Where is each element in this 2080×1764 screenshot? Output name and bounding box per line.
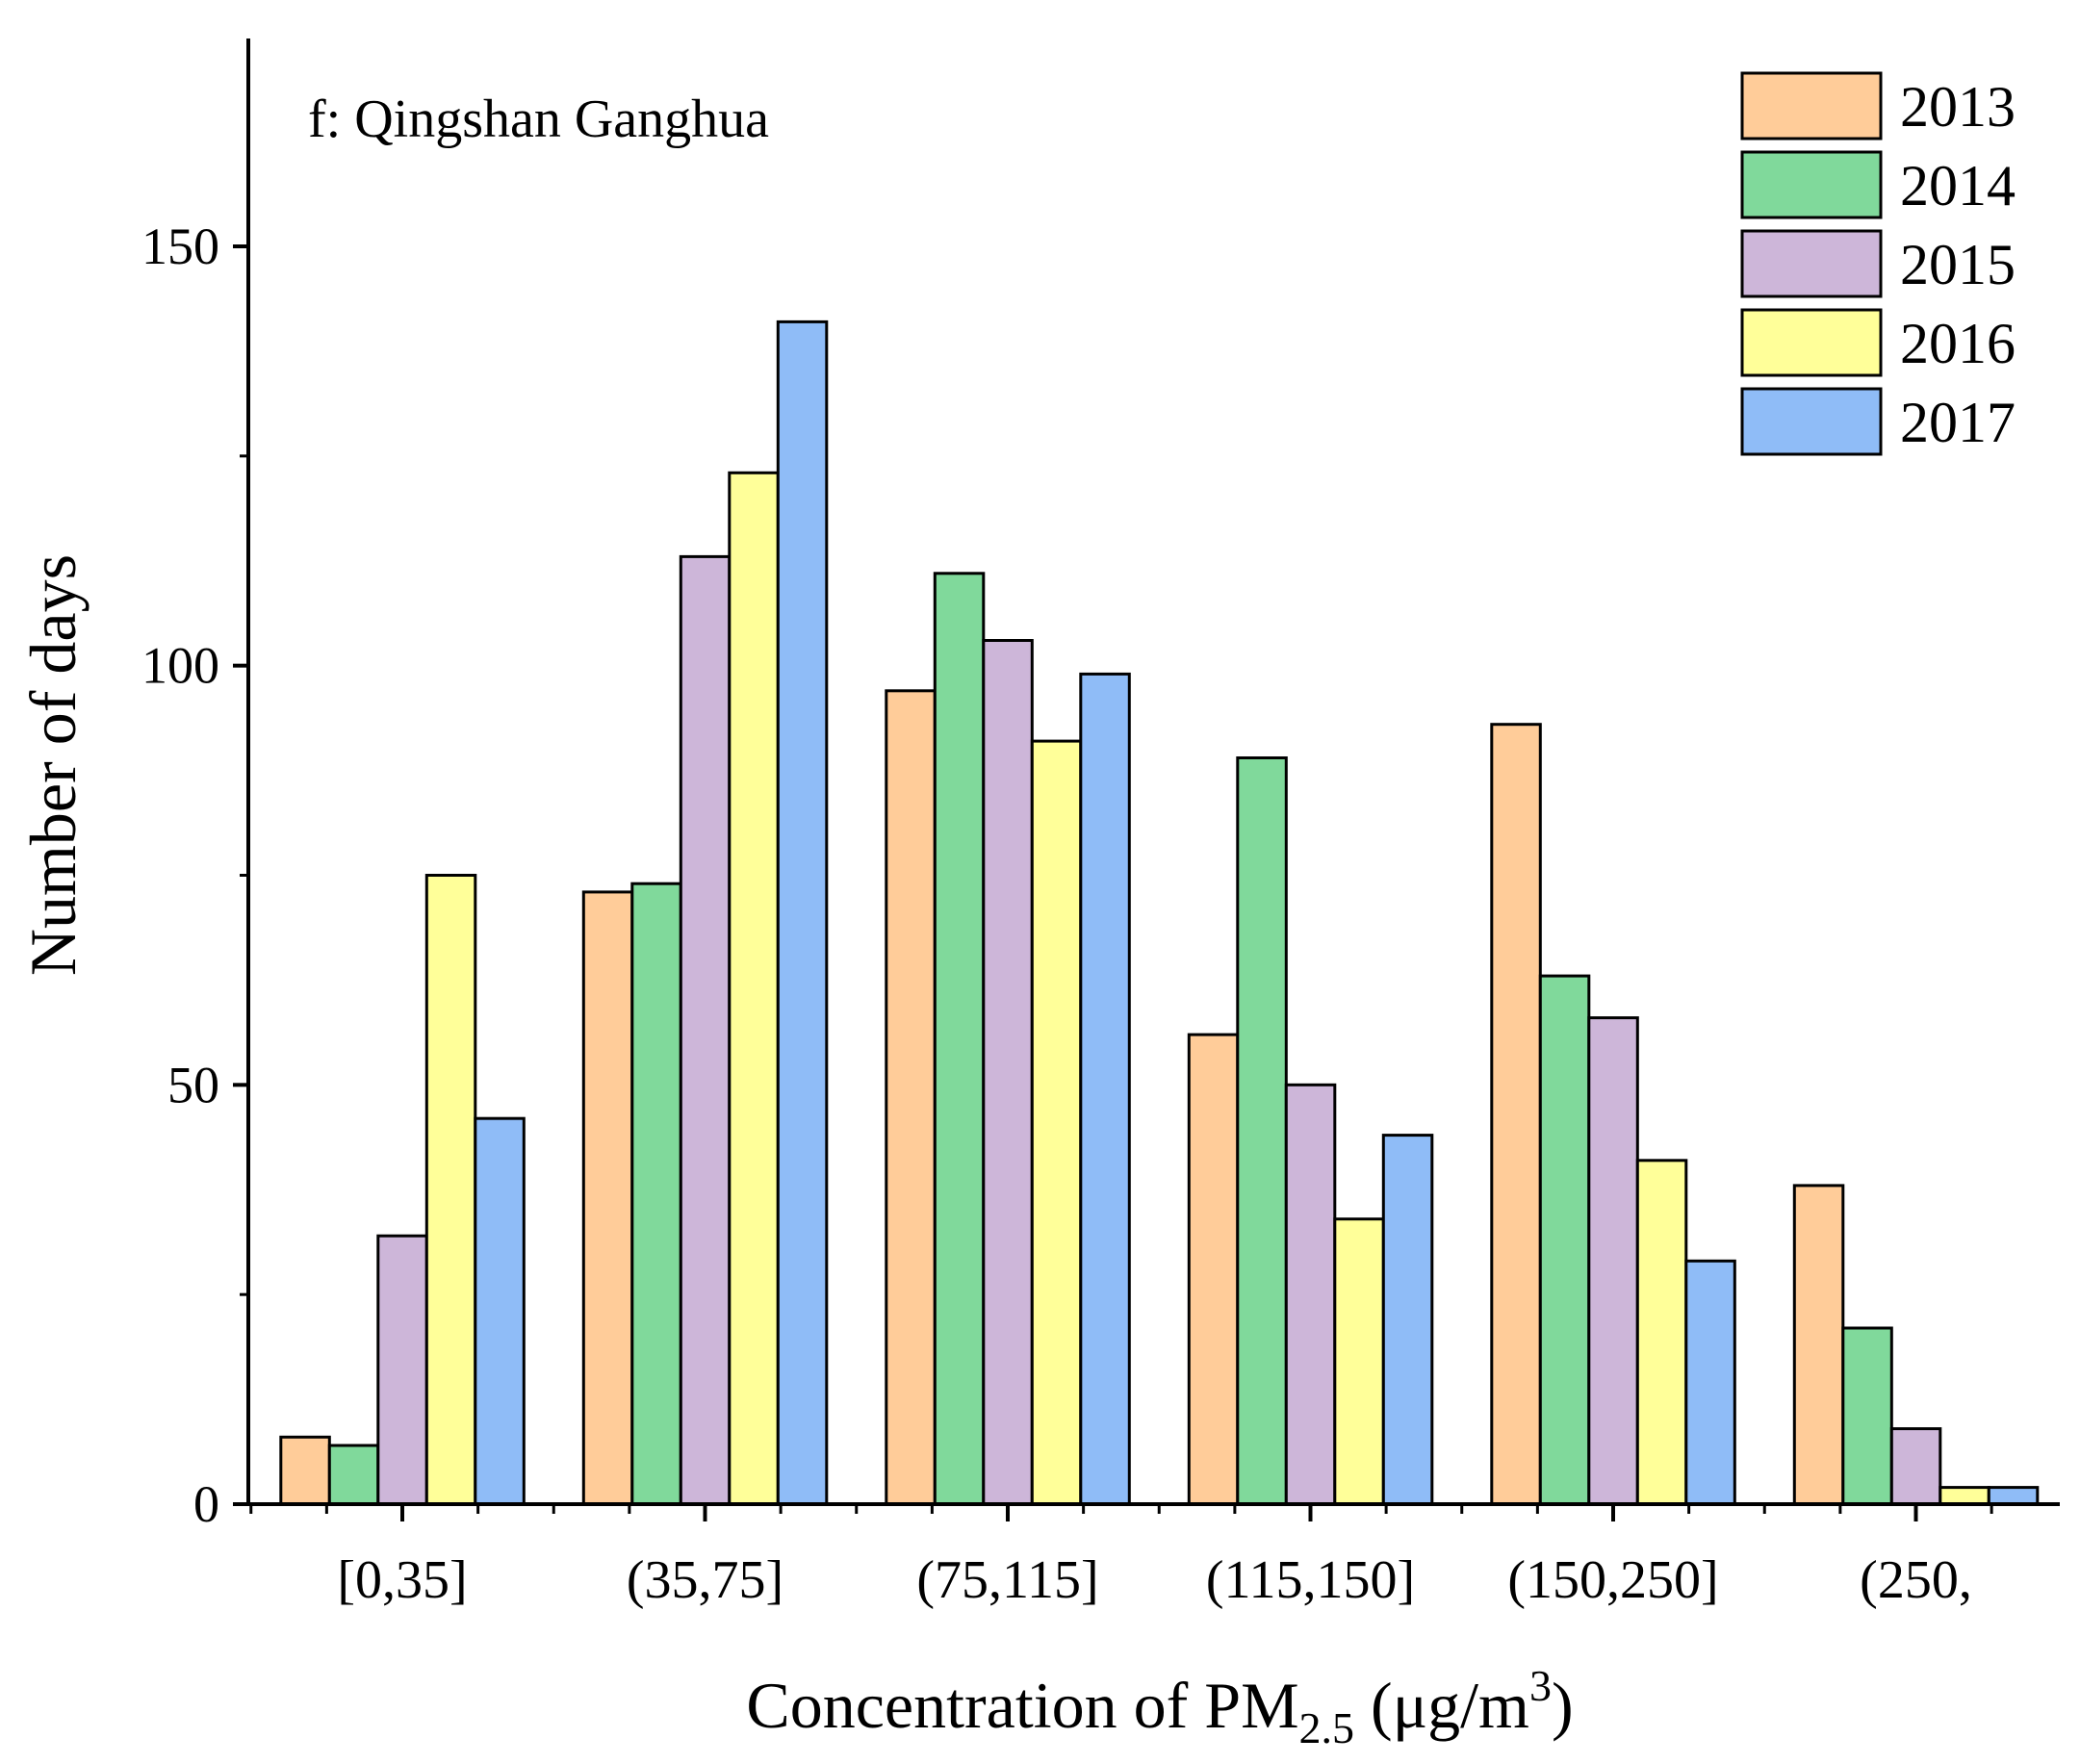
bar-2013-1	[581, 890, 634, 1506]
bar-2016-2	[1030, 739, 1083, 1506]
bar-2016-1	[728, 471, 780, 1506]
x-tick-label-2: (75,115]	[916, 1550, 1098, 1610]
x-axis-label-unit-close: )	[1552, 1669, 1574, 1742]
bar-2017-5	[1987, 1486, 2040, 1506]
y-axis-label: Number of days	[16, 554, 90, 976]
x-axis-label-superscript: 3	[1529, 1661, 1552, 1710]
x-tick-label-1: (35,75]	[627, 1550, 783, 1610]
bar-2017-1	[776, 320, 829, 1506]
bar-2015-3	[1284, 1083, 1337, 1506]
bar-2016-4	[1635, 1159, 1688, 1506]
bar-2014-0	[327, 1444, 380, 1506]
bar-2015-1	[679, 554, 732, 1506]
bar-2015-0	[376, 1234, 428, 1506]
bar-2014-4	[1538, 974, 1591, 1506]
legend-swatch-2016	[1740, 308, 1883, 377]
x-tick-label-0: [0,35]	[337, 1550, 467, 1610]
y-tick-label-150: 150	[141, 217, 219, 275]
panel-label: f: Qingshan Ganghua	[308, 89, 769, 149]
legend-label-2016: 2016	[1900, 312, 2016, 375]
legend-label-2014: 2014	[1900, 154, 2016, 217]
y-tick-label-50: 50	[167, 1056, 219, 1113]
bar-2013-3	[1187, 1033, 1240, 1506]
labels-group: f: Qingshan Ganghua Number of days Conce…	[16, 89, 1574, 1752]
bar-2014-3	[1236, 756, 1288, 1506]
bar-2013-4	[1490, 723, 1542, 1506]
bars-group	[279, 320, 2040, 1506]
bar-2013-0	[279, 1435, 331, 1506]
legend-swatch-2014	[1740, 150, 1883, 219]
legend-label-2015: 2015	[1900, 233, 2016, 296]
y-tick-label-100: 100	[141, 637, 219, 695]
axes-group: 0 50 100 150 [0,35] (35,75] (75,115] (115,150] (…	[141, 38, 2060, 1610]
bar-2016-5	[1939, 1486, 1990, 1506]
bar-2016-3	[1333, 1217, 1385, 1506]
bar-2014-5	[1841, 1326, 1893, 1506]
bar-2016-0	[424, 874, 477, 1506]
legend-swatch-2017	[1740, 387, 1883, 456]
bar-2014-2	[933, 572, 986, 1506]
bar-2017-4	[1684, 1259, 1736, 1506]
legend: 2013 2014 2015 2016 2017	[1740, 71, 2016, 456]
bar-2015-5	[1889, 1427, 1942, 1506]
y-tick-label-0: 0	[193, 1475, 219, 1533]
x-tick-label-4: (150,250]	[1507, 1550, 1718, 1610]
legend-label-2017: 2017	[1900, 391, 2016, 454]
x-axis-label-subscript: 2.5	[1299, 1703, 1355, 1752]
bar-2015-2	[982, 639, 1034, 1506]
bar-2014-1	[630, 882, 682, 1506]
bar-2013-2	[885, 689, 937, 1506]
bar-2015-4	[1587, 1016, 1639, 1506]
x-tick-label-3: (115,150]	[1206, 1550, 1415, 1610]
bar-2017-3	[1381, 1134, 1434, 1506]
x-tick-label-5: (250,	[1860, 1550, 1972, 1610]
bar-2013-5	[1792, 1184, 1845, 1506]
bar-2017-2	[1079, 672, 1131, 1506]
x-axis-label-unit-open: (μg/m	[1354, 1669, 1529, 1742]
x-axis-label-main: Concentration of PM	[746, 1669, 1298, 1742]
legend-swatch-2015	[1740, 229, 1883, 298]
x-axis-label: Concentration of PM2.5 (μg/m3)	[746, 1661, 1573, 1752]
legend-swatch-2013	[1740, 71, 1883, 141]
bar-2017-0	[474, 1116, 526, 1506]
legend-label-2013: 2013	[1900, 75, 2016, 139]
